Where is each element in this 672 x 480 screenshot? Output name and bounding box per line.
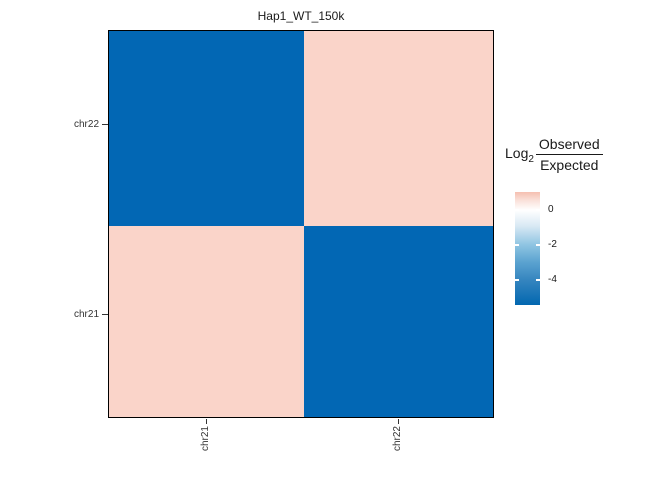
heatmap-cell-chr21-chr22 bbox=[304, 226, 493, 417]
heatmap-cell-chr22-chr22 bbox=[304, 31, 493, 226]
y-axis-tick-chr21 bbox=[102, 314, 108, 315]
legend-title: Log2 Observed Expected bbox=[505, 136, 603, 173]
colorbar-tick-label-0: 0 bbox=[548, 204, 554, 215]
colorbar-tick-mark--4 bbox=[515, 279, 519, 281]
colorbar-tick-mark--4 bbox=[536, 279, 540, 281]
y-axis-tick-chr22 bbox=[102, 124, 108, 125]
heatmap-panel bbox=[108, 30, 494, 418]
plot-title: Hap1_WT_150k bbox=[257, 9, 345, 23]
colorbar-tick-mark--2 bbox=[536, 244, 540, 246]
colorbar-tick-mark-0 bbox=[515, 209, 519, 211]
legend-title-denominator: Expected bbox=[540, 157, 599, 173]
x-axis-label-chr22: chr22 bbox=[392, 426, 403, 452]
y-axis-label-chr21: chr21 bbox=[73, 309, 99, 320]
legend-colorbar bbox=[515, 192, 540, 305]
colorbar-tick-mark-0 bbox=[536, 209, 540, 211]
x-axis-tick-chr22 bbox=[398, 419, 399, 424]
y-axis-label-chr22: chr22 bbox=[73, 119, 99, 130]
x-axis-label-chr21: chr21 bbox=[200, 426, 211, 452]
legend-title-log2: Log2 bbox=[505, 144, 534, 165]
x-axis-tick-chr21 bbox=[206, 419, 207, 424]
colorbar-tick-label--4: -4 bbox=[548, 274, 557, 285]
legend-title-fraction: Observed Expected bbox=[535, 136, 603, 173]
legend-title-numerator: Observed bbox=[535, 136, 603, 155]
heatmap-cell-chr21-chr21 bbox=[109, 226, 304, 417]
heatmap-cell-chr22-chr21 bbox=[109, 31, 304, 226]
colorbar-tick-mark--2 bbox=[515, 244, 519, 246]
colorbar-tick-label--2: -2 bbox=[548, 239, 557, 250]
